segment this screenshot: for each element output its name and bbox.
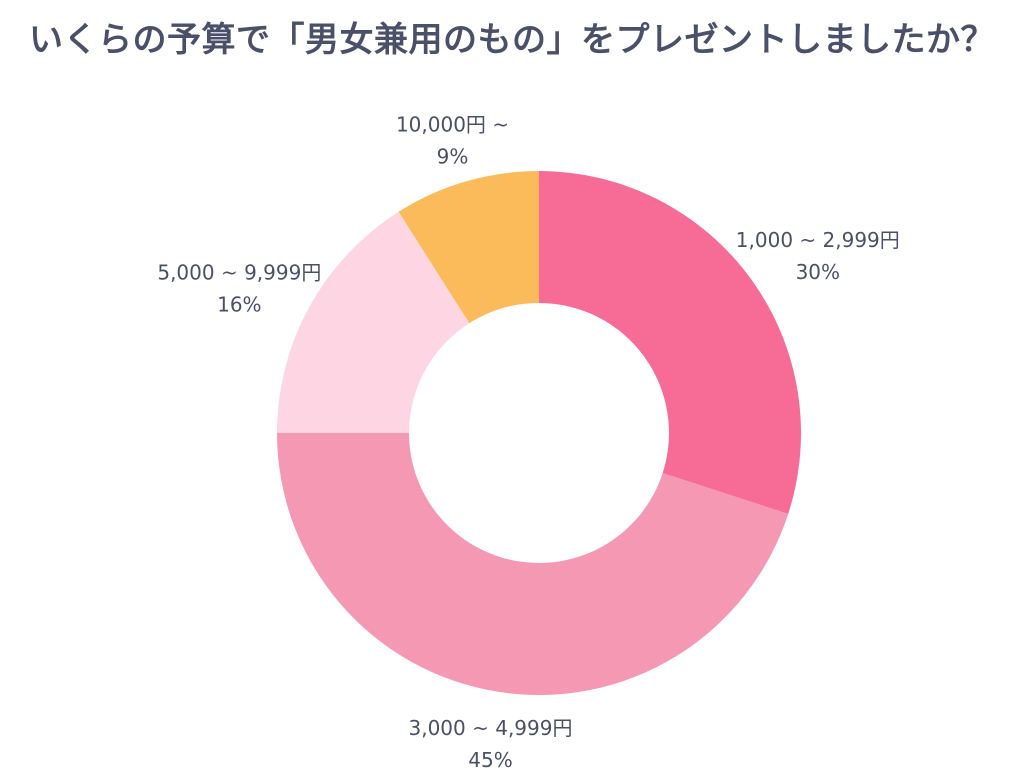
chart-title: いくらの予算で「男女兼用のもの」をプレゼントしましたか？: [29, 20, 995, 60]
slice-value-label: 16%: [217, 293, 261, 317]
donut-slices: [277, 171, 801, 695]
donut-slice-3: [277, 211, 470, 433]
slice-category-label: 10,000円 ~: [396, 112, 509, 136]
donut-slice-1: [539, 171, 801, 514]
slice-labels: 1,000 ~ 2,999円 30% 3,000 ~ 4,999円 45% 5,000 …: [157, 112, 899, 768]
slice-category-label: 1,000 ~ 2,999円: [736, 228, 900, 252]
slice-label-4: 10,000円 ~ 9%: [396, 112, 509, 168]
slice-label-1: 1,000 ~ 2,999円 30%: [736, 228, 900, 284]
slice-category-label: 3,000 ~ 4,999円: [409, 716, 573, 740]
donut-slice-2: [277, 433, 789, 695]
slice-label-2: 3,000 ~ 4,999円 45%: [409, 716, 573, 768]
donut-slice-4: [398, 171, 539, 324]
slice-value-label: 30%: [796, 260, 840, 284]
slice-value-label: 9%: [437, 144, 469, 168]
slice-value-label: 45%: [468, 748, 512, 768]
slice-label-3: 5,000 ~ 9,999円 16%: [157, 261, 321, 317]
slice-category-label: 5,000 ~ 9,999円: [157, 261, 321, 285]
